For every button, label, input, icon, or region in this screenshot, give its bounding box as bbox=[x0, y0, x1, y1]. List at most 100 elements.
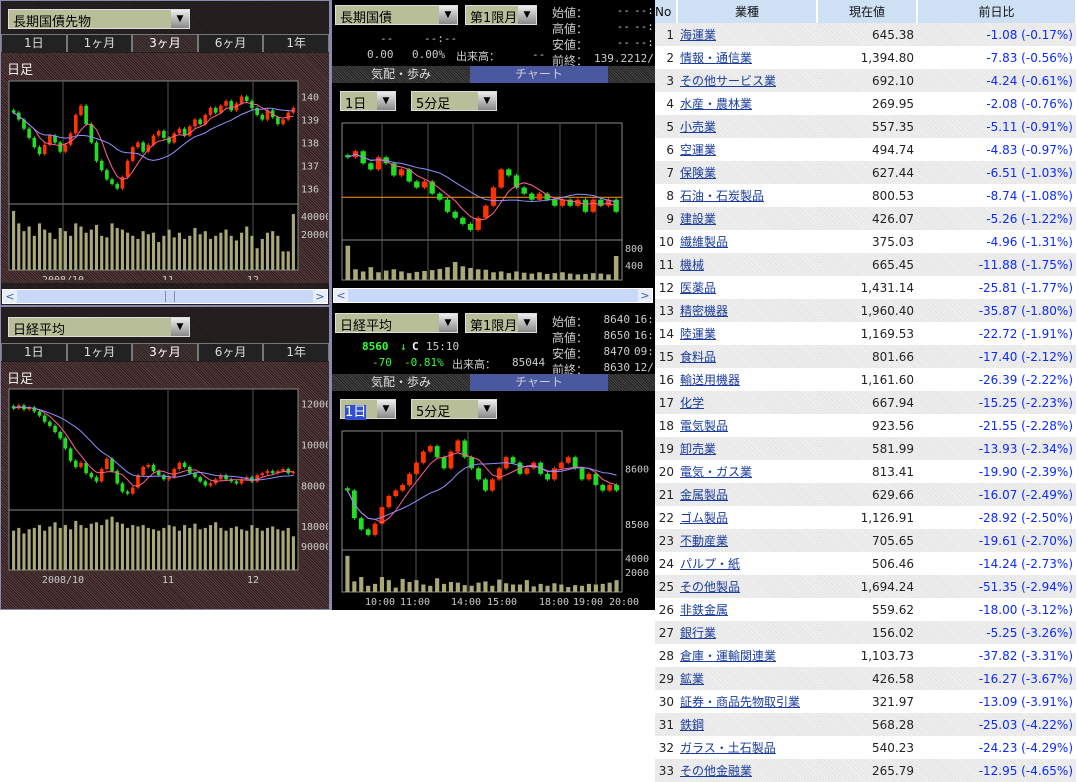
period-tab[interactable]: 3ヶ月 bbox=[132, 343, 198, 361]
chevron-down-icon[interactable]: ▼ bbox=[439, 6, 457, 24]
sector-link[interactable]: 機械 bbox=[680, 258, 705, 272]
row-no: 6 bbox=[666, 142, 674, 157]
sector-link[interactable]: 鉄鋼 bbox=[680, 718, 705, 732]
interval-select[interactable]: 5分足 ▼ bbox=[411, 91, 497, 112]
sector-link[interactable]: 建設業 bbox=[680, 212, 717, 226]
range-select[interactable]: 1日 ▼ bbox=[340, 91, 396, 112]
sector-link[interactable]: ガラス・土石製品 bbox=[680, 741, 776, 755]
period-tab[interactable]: 6ヶ月 bbox=[197, 34, 264, 52]
chevron-down-icon[interactable]: ▼ bbox=[377, 400, 395, 418]
period-tab[interactable]: 1ヶ月 bbox=[66, 343, 133, 361]
sector-link[interactable]: 石油・石炭製品 bbox=[680, 189, 765, 203]
period-tab[interactable]: 6ヶ月 bbox=[197, 343, 264, 361]
view-tab[interactable]: チャート bbox=[470, 66, 608, 83]
current-value: 568.28 bbox=[817, 713, 917, 736]
contract-select[interactable]: 第1限月 ▼ bbox=[465, 313, 537, 334]
view-tab[interactable]: 気配・歩み bbox=[332, 66, 470, 83]
range-select[interactable]: 1日 ▼ bbox=[340, 399, 396, 420]
sector-link[interactable]: 化学 bbox=[680, 396, 705, 410]
sector-link[interactable]: 繊維製品 bbox=[680, 235, 729, 249]
chevron-down-icon[interactable]: ▼ bbox=[518, 6, 536, 24]
period-tab[interactable]: 1年 bbox=[263, 34, 329, 52]
view-tab[interactable]: チャート bbox=[470, 374, 608, 391]
chevron-down-icon[interactable]: ▼ bbox=[171, 318, 189, 336]
candle-body bbox=[407, 473, 412, 485]
sector-link[interactable]: 銀行業 bbox=[680, 626, 717, 640]
sector-link[interactable]: 金属製品 bbox=[680, 488, 729, 502]
volume-bar bbox=[462, 585, 467, 592]
chevron-down-icon[interactable]: ▼ bbox=[478, 400, 496, 418]
candle-body bbox=[89, 124, 94, 143]
sector-link[interactable]: 倉庫・運輸関連業 bbox=[680, 649, 777, 663]
chevron-down-icon[interactable]: ▼ bbox=[439, 314, 457, 332]
x-tick-label: 2008/10 bbox=[42, 275, 84, 280]
volume-bar bbox=[445, 267, 450, 280]
candle-body bbox=[270, 471, 275, 474]
view-tab[interactable]: 気配・歩み bbox=[332, 374, 470, 391]
candle-body bbox=[229, 101, 234, 111]
candle-body bbox=[224, 475, 228, 480]
period-tab[interactable]: 1日 bbox=[1, 34, 67, 52]
period-tab[interactable]: 1ヶ月 bbox=[66, 34, 133, 52]
period-tab[interactable]: 1年 bbox=[263, 343, 329, 361]
instrument-select[interactable]: 日経平均 ▼ bbox=[8, 317, 190, 338]
sector-link[interactable]: 水産・農林業 bbox=[680, 97, 753, 111]
sector-link[interactable]: 不動産業 bbox=[680, 534, 729, 548]
chevron-down-icon[interactable]: ▼ bbox=[518, 314, 536, 332]
instrument-select[interactable]: 日経平均 ▼ bbox=[335, 313, 458, 334]
volume-bar bbox=[22, 231, 26, 270]
candle-body bbox=[167, 137, 171, 143]
sector-link[interactable]: 医薬品 bbox=[680, 281, 717, 295]
scroll-left-icon[interactable]: < bbox=[334, 289, 348, 302]
table-row: 16 輸送用機器 1,161.60 -26.39 (-2.22%) bbox=[655, 368, 1076, 391]
sector-link[interactable]: 輸送用機器 bbox=[680, 373, 741, 387]
chevron-down-icon[interactable]: ▼ bbox=[377, 92, 395, 110]
sector-link[interactable]: 非鉄金属 bbox=[680, 603, 729, 617]
sector-link[interactable]: ゴム製品 bbox=[680, 511, 729, 525]
sector-link[interactable]: 証券・商品先物取引業 bbox=[680, 695, 801, 709]
sector-link[interactable]: その他金融業 bbox=[680, 764, 753, 778]
sector-link[interactable]: 陸運業 bbox=[680, 327, 717, 341]
interval-select[interactable]: 5分足 ▼ bbox=[411, 399, 497, 420]
day-change: -26.39 (-2.22%) bbox=[978, 372, 1073, 387]
sector-link[interactable]: その他製品 bbox=[680, 580, 741, 594]
current-value: 1,960.40 bbox=[817, 299, 917, 322]
chevron-down-icon[interactable]: ▼ bbox=[478, 92, 496, 110]
candle-body bbox=[552, 468, 557, 480]
sector-link[interactable]: 情報・通信業 bbox=[680, 51, 753, 65]
sector-link[interactable]: 精密機器 bbox=[680, 304, 729, 318]
sector-link[interactable]: その他サービス業 bbox=[680, 74, 777, 88]
scroll-left-icon[interactable]: < bbox=[3, 290, 17, 303]
sector-link[interactable]: パルプ・紙 bbox=[680, 557, 741, 571]
candle-body bbox=[490, 187, 497, 206]
sector-link[interactable]: 鉱業 bbox=[680, 672, 705, 686]
contract-select[interactable]: 第1限月 ▼ bbox=[465, 5, 537, 26]
instrument-select[interactable]: 長期国債 ▼ bbox=[335, 5, 458, 26]
sector-link[interactable]: 海運業 bbox=[680, 28, 717, 42]
candle-body bbox=[162, 131, 166, 138]
sector-link[interactable]: 小売業 bbox=[680, 120, 717, 134]
sector-link[interactable]: 電気製品 bbox=[680, 419, 729, 433]
chevron-down-icon[interactable]: ▼ bbox=[171, 10, 189, 28]
x-tick-label: 12 bbox=[247, 275, 259, 280]
sector-link[interactable]: 空運業 bbox=[680, 143, 717, 157]
volume-bar bbox=[105, 237, 109, 270]
sector-link[interactable]: 卸売業 bbox=[680, 442, 717, 456]
sector-link[interactable]: 食料品 bbox=[680, 350, 717, 364]
sector-link[interactable]: 保険業 bbox=[680, 166, 717, 180]
horizontal-scrollbar[interactable]: < > bbox=[333, 288, 653, 303]
period-tab[interactable]: 1日 bbox=[1, 343, 67, 361]
horizontal-scrollbar[interactable]: < > bbox=[2, 289, 328, 304]
period-tab[interactable]: 3ヶ月 bbox=[132, 34, 198, 52]
intraday-chart: 8600 8500 4000 2000 10:00 11:00 14:00 15:00 18:0… bbox=[341, 430, 649, 608]
scroll-thumb[interactable] bbox=[165, 291, 175, 302]
scroll-right-icon[interactable]: > bbox=[638, 289, 652, 302]
volume-bar bbox=[614, 580, 619, 592]
scroll-right-icon[interactable]: > bbox=[313, 290, 327, 303]
instrument-select[interactable]: 長期国債先物 ▼ bbox=[8, 9, 190, 30]
candle-body bbox=[156, 471, 161, 476]
candle-body bbox=[130, 487, 135, 494]
sector-link[interactable]: 電気・ガス業 bbox=[680, 465, 753, 479]
volume-bar bbox=[560, 272, 565, 280]
candle-body bbox=[27, 407, 31, 410]
